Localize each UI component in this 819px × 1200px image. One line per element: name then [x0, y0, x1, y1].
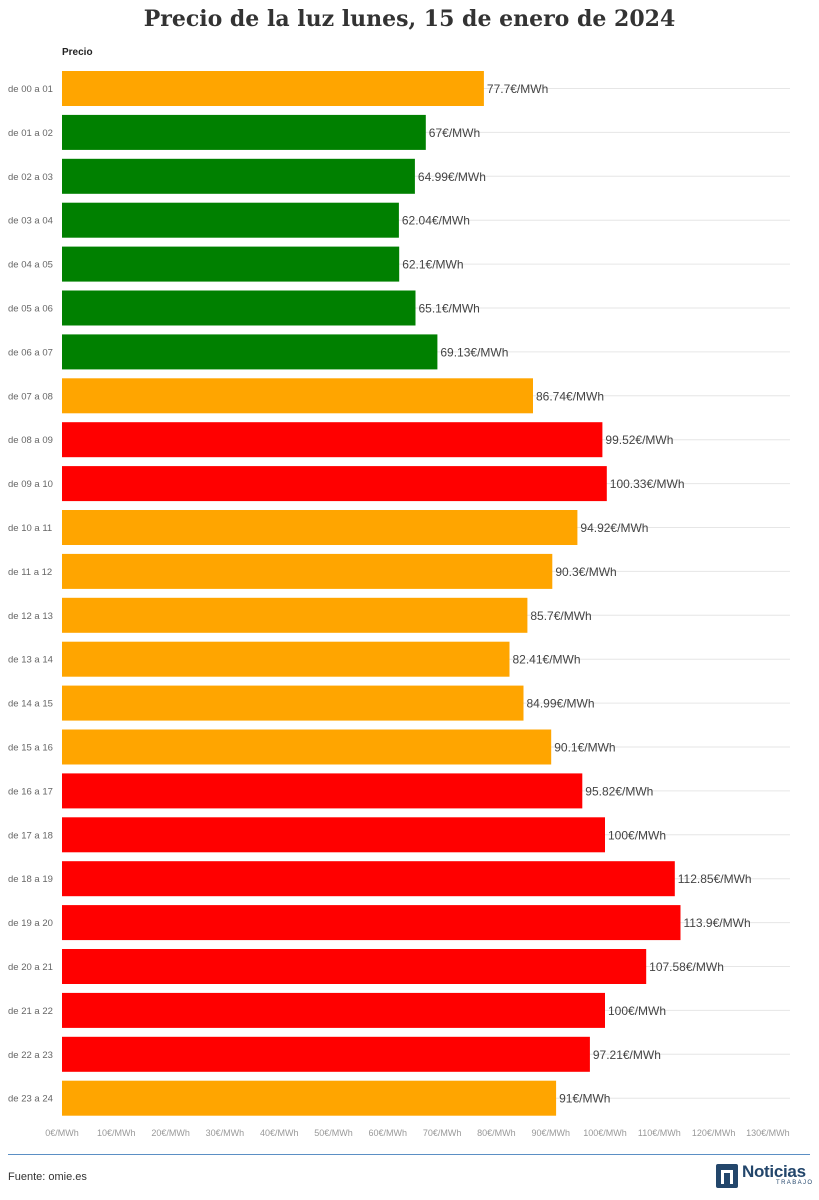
bar [62, 202, 399, 238]
x-tick-label: 120€/MWh [692, 1128, 736, 1138]
category-label: de 15 a 16 [8, 743, 53, 754]
value-label: 100.33€/MWh [610, 477, 685, 491]
bar [62, 817, 605, 853]
footer-divider [8, 1154, 810, 1155]
value-label: 84.99€/MWh [526, 697, 594, 711]
value-label: 62.04€/MWh [402, 214, 470, 228]
brand-logo: Noticias TRABAJO [716, 1162, 814, 1189]
x-tick-label: 50€/MWh [314, 1128, 353, 1138]
category-label: de 20 a 21 [8, 962, 53, 973]
bar [62, 334, 438, 370]
bar [62, 378, 533, 414]
x-tick-label: 0€/MWh [45, 1128, 79, 1138]
bar [62, 246, 400, 282]
bar [62, 685, 524, 721]
value-label: 90.1€/MWh [554, 741, 615, 755]
category-label: de 05 a 06 [8, 304, 53, 315]
category-label: de 09 a 10 [8, 479, 53, 490]
value-label: 100€/MWh [608, 1004, 666, 1018]
category-label: de 17 a 18 [8, 830, 53, 841]
value-label: 64.99€/MWh [418, 170, 486, 184]
value-label: 91€/MWh [559, 1092, 610, 1106]
x-tick-label: 60€/MWh [369, 1128, 408, 1138]
value-label: 100€/MWh [608, 828, 666, 842]
bar [62, 905, 681, 941]
category-label: de 23 a 24 [8, 1094, 53, 1105]
value-label: 94.92€/MWh [580, 521, 648, 535]
category-label: de 11 a 12 [8, 567, 52, 578]
category-label: de 00 a 01 [8, 84, 53, 95]
brand-name: Noticias [742, 1162, 806, 1181]
category-label: de 06 a 07 [8, 347, 53, 358]
bar [62, 114, 426, 150]
bar [62, 158, 415, 194]
category-label: de 08 a 09 [8, 435, 53, 446]
category-label: de 14 a 15 [8, 699, 53, 710]
bar [62, 597, 528, 633]
bar [62, 992, 605, 1028]
bar [62, 773, 583, 809]
bar [62, 861, 675, 897]
value-label: 65.1€/MWh [418, 302, 479, 316]
category-label: de 03 a 04 [8, 216, 53, 227]
value-label: 99.52€/MWh [605, 433, 673, 447]
category-label: de 07 a 08 [8, 391, 53, 402]
x-tick-label: 40€/MWh [260, 1128, 299, 1138]
bar-chart: de 00 a 01 77.7€/MWh de 01 a 02 67€/MWh de 0… [8, 71, 790, 1138]
category-label: de 18 a 19 [8, 874, 53, 885]
bar [62, 422, 603, 458]
chart-title: Precio de la luz lunes, 15 de enero de 2… [143, 6, 676, 32]
category-label: de 10 a 11 [8, 523, 52, 534]
series-label: Precio [62, 47, 93, 58]
bar [62, 1080, 557, 1116]
category-label: de 22 a 23 [8, 1050, 53, 1061]
value-label: 67€/MWh [429, 126, 480, 140]
brand-n-icon [716, 1164, 738, 1188]
bar [62, 1036, 590, 1072]
x-tick-label: 30€/MWh [206, 1128, 245, 1138]
x-tick-label: 20€/MWh [151, 1128, 190, 1138]
source-note: Fuente: omie.es [8, 1171, 87, 1183]
bar [62, 510, 578, 545]
value-label: 86.74€/MWh [536, 389, 604, 403]
bar [62, 466, 607, 502]
x-tick-label: 130€/MWh [746, 1128, 790, 1138]
category-label: de 01 a 02 [8, 128, 53, 139]
brand-subtitle: TRABAJO [776, 1180, 814, 1186]
category-label: de 13 a 14 [8, 655, 53, 666]
x-tick-label: 90€/MWh [531, 1128, 570, 1138]
x-tick-label: 70€/MWh [423, 1128, 462, 1138]
value-label: 95.82€/MWh [585, 784, 653, 798]
category-label: de 04 a 05 [8, 260, 53, 271]
bar [62, 729, 552, 765]
category-label: de 02 a 03 [8, 172, 53, 183]
value-label: 97.21€/MWh [593, 1048, 661, 1062]
value-label: 69.13€/MWh [440, 345, 508, 359]
bar [62, 553, 553, 589]
value-label: 77.7€/MWh [487, 82, 548, 96]
value-label: 107.58€/MWh [649, 960, 724, 974]
x-tick-label: 100€/MWh [583, 1128, 627, 1138]
bar [62, 71, 484, 106]
value-label: 85.7€/MWh [530, 609, 591, 623]
x-tick-label: 110€/MWh [638, 1128, 681, 1138]
value-label: 82.41€/MWh [512, 653, 580, 667]
x-tick-label: 80€/MWh [477, 1128, 516, 1138]
value-label: 62.1€/MWh [402, 258, 463, 272]
category-label: de 21 a 22 [8, 1006, 53, 1017]
category-label: de 12 a 13 [8, 611, 53, 622]
category-label: de 16 a 17 [8, 786, 53, 797]
bar [62, 641, 510, 677]
x-tick-label: 10€/MWh [97, 1128, 136, 1138]
value-label: 112.85€/MWh [678, 872, 752, 886]
value-label: 90.3€/MWh [555, 565, 616, 579]
bar [62, 949, 647, 984]
category-label: de 19 a 20 [8, 918, 53, 929]
value-label: 113.9€/MWh [683, 916, 750, 930]
bar [62, 290, 416, 326]
